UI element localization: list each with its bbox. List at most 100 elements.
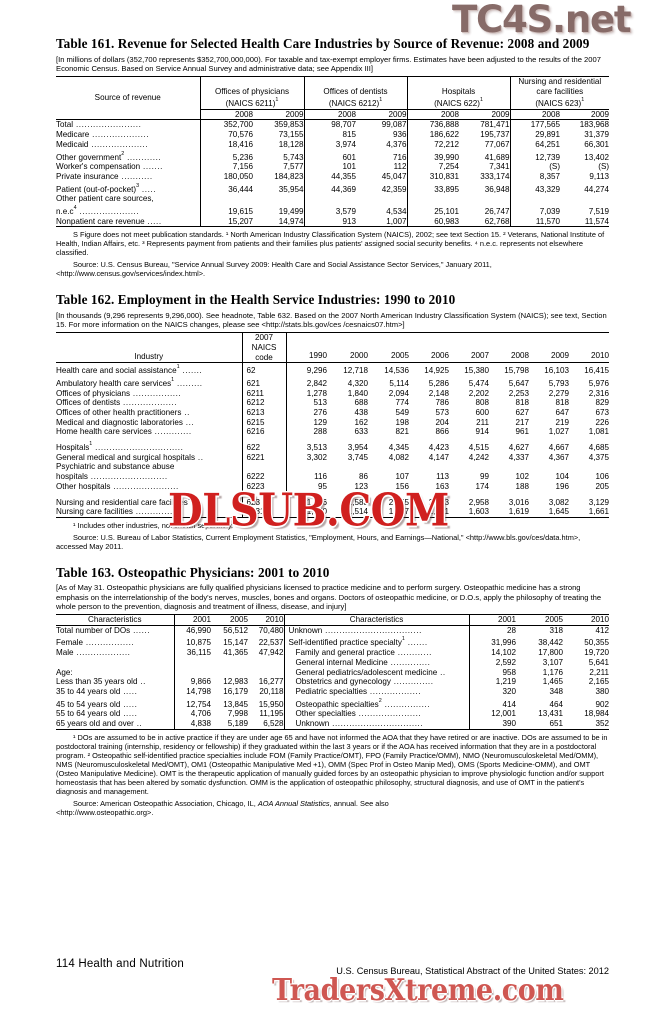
cell-value-left: 15,147 xyxy=(223,638,248,648)
row-label: Offices of dentists ................... xyxy=(56,398,178,408)
cell-value: 573 xyxy=(435,407,449,417)
page-number: 114 Health and Nutrition xyxy=(56,958,184,970)
cell-value: 180,050 xyxy=(199,171,253,182)
cell-value: 29,891 xyxy=(509,130,561,140)
table-row: Ambulatory health care services1 .......… xyxy=(56,375,609,389)
cell-value: 129 xyxy=(285,417,327,428)
cell-value: 98,707 xyxy=(303,119,357,131)
table-162-title: Table 162. Employment in the Health Serv… xyxy=(56,292,456,308)
rule-cell xyxy=(510,226,561,228)
table-row: Psychiatric and substance abuse xyxy=(56,462,609,473)
t162-year-6: 2009 xyxy=(550,351,569,361)
cell-value-left: 70,480 xyxy=(248,624,284,636)
table-row: General internal Medicine ..............… xyxy=(56,657,609,668)
cell-value: 15,798 xyxy=(489,362,529,376)
table-row: Other government2 ............ 5,236 5,743… xyxy=(56,149,609,163)
table-162-body: Health care and social assistance1 .....… xyxy=(56,362,609,518)
cell-value: 19,615 xyxy=(199,204,253,217)
cell-value: 72,212 xyxy=(406,139,460,150)
cell-value: 39,990 xyxy=(406,149,460,163)
t163-stub-header-right: Characteristics xyxy=(283,614,469,626)
cell-value-left xyxy=(248,658,284,668)
rule-cell xyxy=(449,517,489,518)
rule-cell xyxy=(253,226,305,228)
table-row: 45 to 54 years old ..... 12,754 13,845 15,9… xyxy=(56,696,609,710)
cell-value: 3,745 xyxy=(347,452,368,462)
cell-value: 188 xyxy=(515,481,529,491)
cell-value: 2,094 xyxy=(388,388,409,398)
naics-code: 622 xyxy=(241,440,286,453)
cell-value: 513 xyxy=(285,398,327,408)
rule-cell xyxy=(327,517,368,518)
cell-value: 4,534 xyxy=(386,207,407,217)
cell-value: 19,499 xyxy=(278,207,304,217)
cell-value: 4,685 xyxy=(588,443,609,453)
rule-cell xyxy=(489,517,529,518)
rule-cell xyxy=(174,729,211,730)
rule-cell xyxy=(516,729,563,730)
row-label-left: Age: xyxy=(56,667,73,677)
cell-value: 4,345 xyxy=(388,443,409,453)
cell-value-right: 5,641 xyxy=(588,657,609,667)
naics-code: 6215 xyxy=(241,417,286,428)
cell-value-left: 12,983 xyxy=(223,677,248,687)
cell-value: 15,207 xyxy=(199,216,253,227)
table-161-headnote: [In millions of dollars (352,700 represe… xyxy=(56,54,601,73)
table-bottom-rule xyxy=(56,517,609,518)
cell-value: 14,974 xyxy=(278,216,304,226)
cell-value-left: 20,118 xyxy=(259,686,284,696)
row-label: Patient (out-of-pocket)3 ..... xyxy=(56,182,157,194)
rule-cell xyxy=(529,517,569,518)
table-row: Less than 35 years old .. 9,866 12,983 16,2… xyxy=(56,677,609,687)
cell-value: 16,103 xyxy=(529,362,569,376)
cell-value: 101 xyxy=(303,162,357,172)
table-163-header-row: Characteristics 2001 2005 2010 Character… xyxy=(56,614,609,626)
spacer-row xyxy=(56,437,609,441)
cell-value: 2,279 xyxy=(548,388,569,398)
cell-value-right: 2,211 xyxy=(589,667,609,677)
cell-value xyxy=(356,194,407,204)
cell-value-right: 390 xyxy=(468,719,516,730)
cell-value-left: 10,875 xyxy=(173,635,211,649)
cell-value-right: 1,465 xyxy=(542,677,563,687)
cell-value: 913 xyxy=(303,216,357,227)
cell-value-right: 318 xyxy=(516,624,563,636)
table-row: Male ................... 36,115 41,365 47,9… xyxy=(56,648,609,658)
t161-stub-header: Source of revenue xyxy=(94,93,161,103)
cell-value: 549 xyxy=(395,407,409,417)
cell-value: 99,087 xyxy=(356,119,408,131)
cell-value-left: 22,537 xyxy=(258,638,284,648)
cell-value: 16,415 xyxy=(569,362,609,376)
cell-value: 276 xyxy=(285,407,327,418)
row-label: n.e.c4 ..................... xyxy=(56,205,140,217)
cell-value: 205 xyxy=(595,481,609,491)
watermark-tc4s: TC4S.net xyxy=(452,0,632,41)
t162-year-2: 2005 xyxy=(390,351,409,361)
cell-value: 1,081 xyxy=(588,427,609,437)
cell-value: 198 xyxy=(395,417,409,427)
cell-value: 5,236 xyxy=(199,149,253,163)
footer-source-line: U.S. Census Bureau, Statistical Abstract… xyxy=(336,966,609,976)
cell-value: 829 xyxy=(595,398,609,408)
cell-value-right: 651 xyxy=(549,719,563,729)
cell-value: 163 xyxy=(435,481,449,491)
cell-value: 4,320 xyxy=(347,378,368,388)
cell-value: 77,067 xyxy=(484,139,510,149)
table-row: Offices of dentists ................... 6… xyxy=(56,398,609,408)
row-label-left: Total number of DOs ...... xyxy=(56,624,174,636)
page-footer: 114 Health and Nutrition U.S. Census Bur… xyxy=(56,954,609,976)
row-label-left: Female ................. xyxy=(56,638,135,648)
cell-value-left: 6,528 xyxy=(263,719,284,729)
rule-cell xyxy=(200,226,253,228)
cell-value: 1,007 xyxy=(386,216,407,226)
rule-cell xyxy=(368,517,409,518)
cell-value-right: 902 xyxy=(595,699,609,709)
naics-code: 623 xyxy=(241,494,286,508)
table-row: Nonpatient care revenue ..... 15,207 14,97… xyxy=(56,216,609,227)
cell-value xyxy=(253,194,304,204)
cell-value-right: 14,102 xyxy=(468,648,516,658)
cell-value xyxy=(327,462,368,472)
cell-value: 3,579 xyxy=(303,204,357,217)
row-label: Nursing care facilities ............... xyxy=(56,507,179,517)
cell-value-right: 412 xyxy=(563,624,609,636)
